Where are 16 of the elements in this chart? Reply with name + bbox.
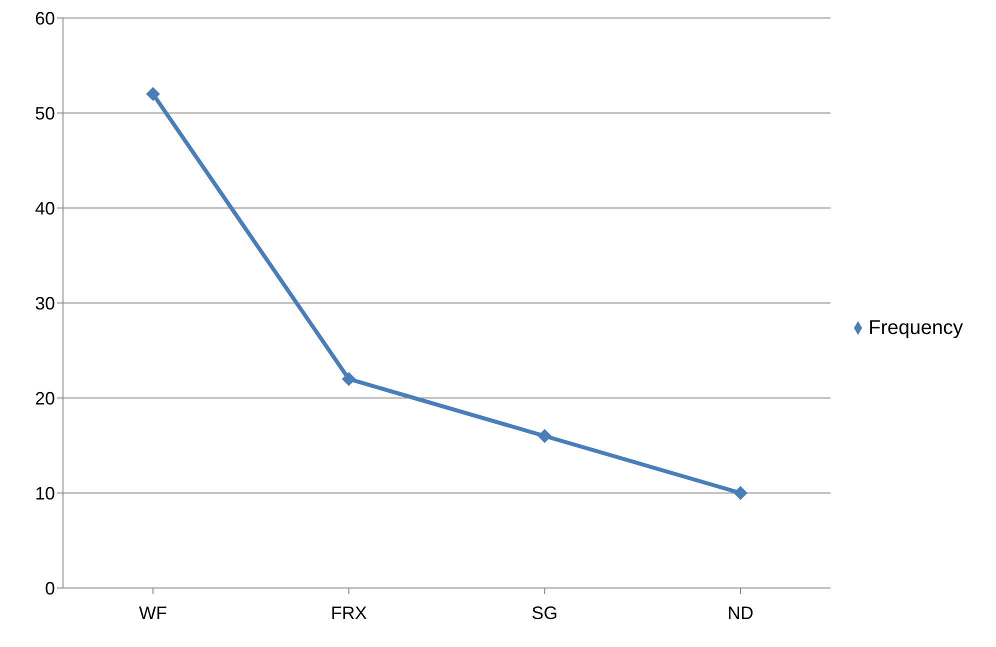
y-tick-label: 60 xyxy=(34,8,55,28)
y-tick-label: 10 xyxy=(34,483,55,504)
x-tick-label: ND xyxy=(728,602,754,623)
y-tick-label: 30 xyxy=(34,293,55,314)
legend-label: Frequency xyxy=(868,316,963,338)
y-tick-label: 20 xyxy=(34,388,55,408)
point xyxy=(538,429,552,443)
point xyxy=(146,87,160,101)
point xyxy=(342,372,356,386)
y-tick-label: 0 xyxy=(44,578,55,598)
y-tick-label: 50 xyxy=(34,103,55,124)
y-tick-label: 40 xyxy=(34,198,55,218)
x-tick-label: WF xyxy=(139,602,167,623)
x-tick-label: FRX xyxy=(330,602,367,623)
point xyxy=(734,486,748,500)
x-tick-label: SG xyxy=(532,602,558,623)
